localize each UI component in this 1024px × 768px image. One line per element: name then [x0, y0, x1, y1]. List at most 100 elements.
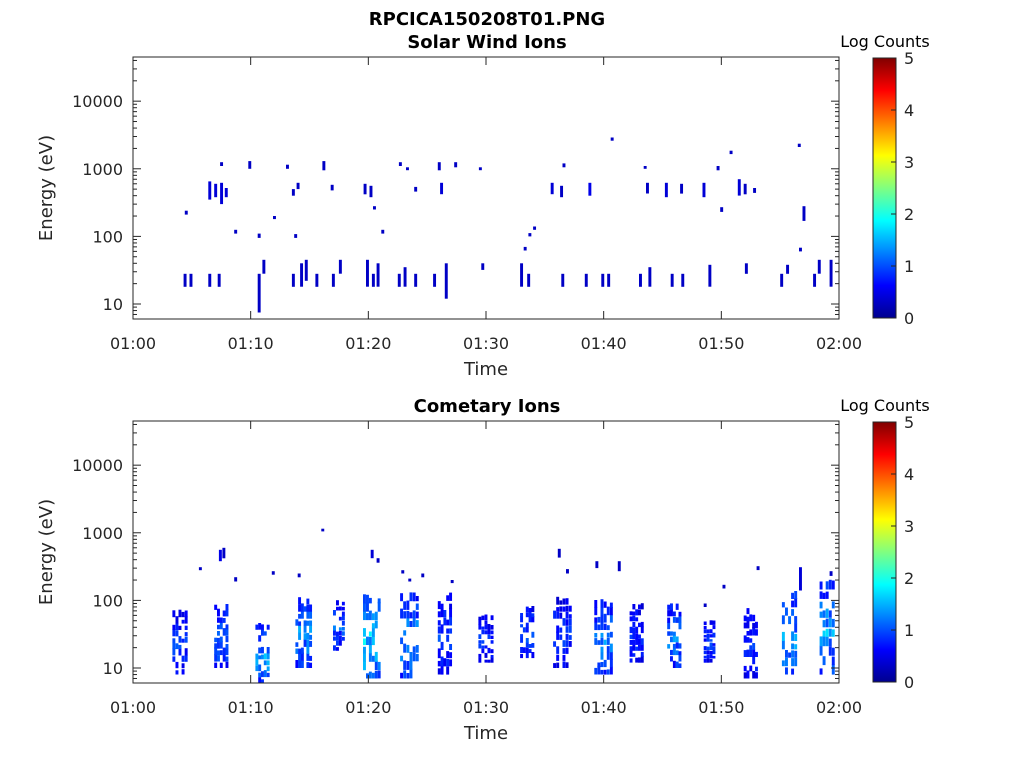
spectrogram-cell [484, 645, 488, 649]
spectrogram-cell [478, 616, 482, 621]
spectrogram-cell [600, 599, 604, 608]
spectrogram-cell [531, 643, 535, 648]
spectrogram-cell [248, 161, 252, 169]
colorbar-tick-label: 4 [904, 465, 914, 484]
spectrogram-cell [403, 630, 407, 636]
spectrogram-cell [746, 616, 750, 622]
spectrogram-cell [255, 659, 259, 666]
spectrogram-cell [222, 547, 226, 559]
spectrogram-cell [214, 637, 218, 643]
spectrogram-cell [261, 646, 264, 654]
spectrogram-cell [306, 632, 310, 640]
spectrogram-cell [184, 210, 188, 215]
spectrogram-cell [298, 604, 302, 612]
spectrogram-cell [321, 528, 325, 532]
spectrogram-cell [594, 600, 598, 608]
spectrogram-cell [791, 643, 795, 650]
spectrogram-cell [306, 598, 310, 605]
spectrogram-cell [601, 273, 605, 287]
spectrogram-cell [222, 654, 226, 662]
spectrogram-cell [553, 663, 557, 668]
spectrogram-cell [175, 616, 179, 624]
spectrogram-cell [338, 616, 342, 621]
spectrogram-cell [522, 627, 526, 633]
spectrogram-cell [366, 636, 369, 645]
spectrogram-cell [752, 627, 756, 636]
spectrogram-cell [446, 628, 450, 634]
spectrogram-cell [412, 652, 416, 662]
spectrogram-cell [819, 611, 823, 618]
y-axis-label: Energy (eV) [36, 135, 57, 241]
spectrogram-cell [412, 616, 416, 627]
spectrogram-cell [225, 608, 229, 617]
spectrogram-cell [785, 650, 788, 658]
spectrogram-cell [303, 633, 307, 640]
spectrogram-cell [263, 653, 267, 660]
spectrogram-cell [831, 601, 835, 609]
spectrogram-cell [258, 677, 262, 683]
spectrogram-cell [562, 163, 566, 168]
spectrogram-cell [791, 631, 795, 641]
spectrogram-cell [333, 625, 336, 631]
spectrogram-cell [291, 273, 295, 287]
spectrogram-cell [831, 629, 835, 637]
spectrogram-cell [825, 628, 829, 637]
spectrogram-cell [565, 662, 569, 668]
spectrogram-cell [597, 640, 601, 645]
spectrogram-cell [746, 608, 750, 615]
spectrogram-cell [825, 608, 829, 618]
plot-frame [132, 420, 840, 684]
spectrogram-cell [217, 642, 220, 649]
spectrogram-cell [363, 183, 367, 195]
spectrogram-cell [484, 614, 488, 621]
spectrogram-cell [791, 600, 795, 608]
spectrogram-cell [562, 654, 566, 661]
spectrogram-cell [178, 644, 182, 649]
spectrogram-cell [594, 633, 598, 638]
spectrogram-cell [752, 655, 756, 665]
spectrogram-cell [309, 620, 313, 626]
spectrogram-cell [667, 617, 671, 623]
spectrogram-cell [525, 638, 529, 643]
spectrogram-cell [234, 577, 238, 582]
spectrogram-cell [664, 182, 668, 198]
spectrogram-cell [225, 656, 229, 662]
spectrogram-cell [639, 273, 642, 287]
spectrogram-cell [675, 642, 679, 649]
spectrogram-cell [638, 622, 641, 628]
spectrogram-cell [444, 263, 448, 299]
spectrogram-cell [377, 661, 381, 671]
spectrogram-cell [706, 636, 710, 642]
spectrogram-cell [565, 619, 569, 626]
spectrogram-cell [217, 655, 220, 662]
spectrogram-cell [437, 660, 441, 667]
spectrogram-cell [817, 259, 821, 274]
spectrogram-cell [822, 630, 826, 637]
spectrogram-cell [670, 603, 673, 610]
spectrogram-cell [300, 603, 304, 612]
spectrogram-cell [525, 612, 529, 618]
x-axis: 01:00 01:10 01:20 01:30 01:40 01:50 02:00 [110, 57, 862, 353]
spectrogram-cell [556, 646, 560, 654]
spectrogram-cell [709, 642, 713, 646]
spectrogram-cell [363, 594, 366, 604]
spectrogram-cell [300, 263, 304, 287]
x-tick-label: 01:20 [345, 698, 391, 717]
spectrogram-cell [225, 636, 229, 643]
spectrogram-cell [400, 672, 404, 679]
spectrogram-cell [300, 660, 304, 668]
spectrogram-cell [490, 635, 494, 639]
spectrogram-cell [632, 639, 636, 645]
spectrogram-cell [556, 611, 560, 619]
spectrogram-cell [175, 630, 179, 637]
spectrogram-cell [175, 622, 179, 630]
spectrogram-cell [406, 167, 409, 171]
spectrogram-cell [403, 267, 407, 287]
spectrogram-cell [797, 143, 801, 147]
spectrogram-cell [234, 229, 238, 234]
spectrogram-cell [369, 185, 373, 198]
spectrogram-cell [632, 644, 636, 651]
spectrogram-cell [371, 613, 375, 621]
spectrogram-cell [363, 661, 366, 671]
spectrogram-cell [667, 604, 671, 610]
